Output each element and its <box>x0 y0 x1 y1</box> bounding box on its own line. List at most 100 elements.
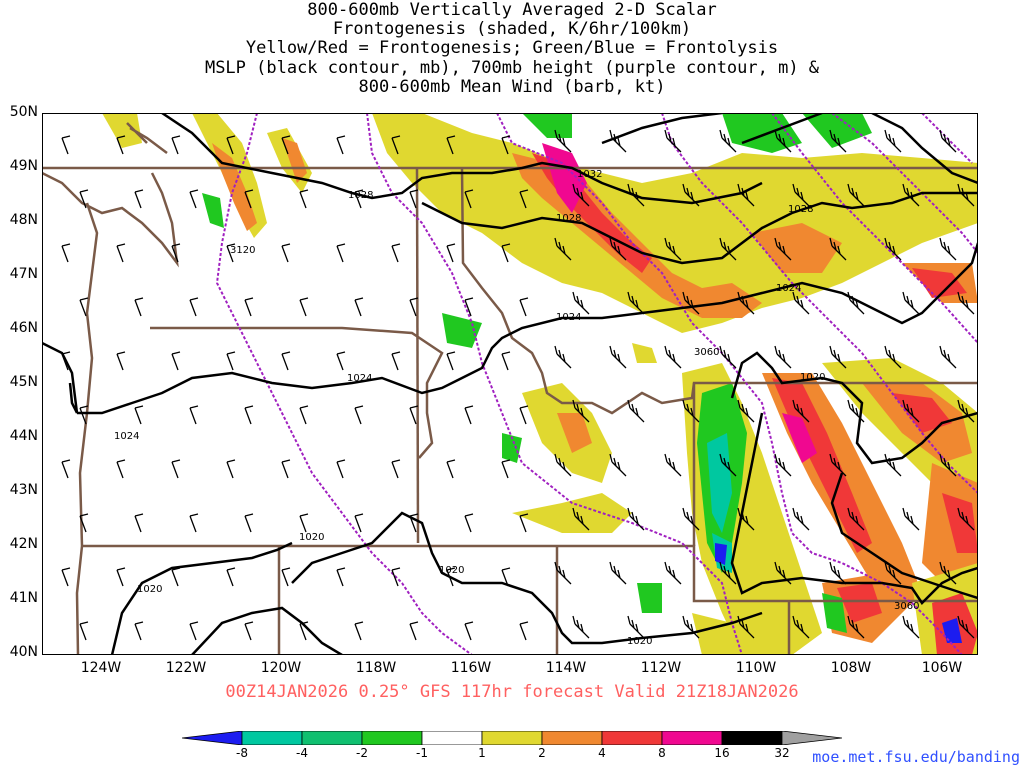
wind-barb <box>939 237 957 261</box>
wind-barb <box>244 405 254 425</box>
wind-barb <box>957 399 975 423</box>
wind-barb <box>464 513 474 533</box>
wind-barb <box>189 405 199 425</box>
wind-barb <box>391 243 401 263</box>
wind-barb <box>244 621 254 641</box>
lon-label: 108W <box>830 660 872 676</box>
wind-barb <box>792 615 810 639</box>
colorbar-swatch <box>241 731 303 745</box>
wind-barb <box>957 615 975 639</box>
wind-barb <box>554 561 572 585</box>
wind-barb <box>884 129 902 153</box>
wind-barb <box>774 345 792 369</box>
wind-barb <box>61 135 71 155</box>
wind-barb <box>79 405 89 425</box>
colorbar-label: -2 <box>356 746 368 760</box>
wind-barb <box>902 399 920 423</box>
wind-barb <box>884 237 902 261</box>
wind-barb <box>884 345 902 369</box>
wind-barb <box>554 129 572 153</box>
wind-barb <box>664 129 682 153</box>
wind-barb <box>244 189 254 209</box>
wind-barb <box>572 183 590 207</box>
wind-barb <box>627 183 645 207</box>
wind-barb <box>281 567 291 587</box>
wind-barb <box>627 615 645 639</box>
colorbar-label: -1 <box>416 746 428 760</box>
lat-label: 43N <box>9 482 38 498</box>
wind-barb <box>664 237 682 261</box>
lat-label: 44N <box>9 428 38 444</box>
wind-barb <box>829 129 847 153</box>
wind-barb <box>519 189 529 209</box>
wind-barb <box>79 621 89 641</box>
lat-label: 45N <box>9 374 38 390</box>
wind-barb <box>134 189 144 209</box>
wind-barb <box>719 345 737 369</box>
lat-label: 46N <box>9 320 38 336</box>
height-label: 3120 <box>230 245 255 256</box>
wind-barb <box>336 243 346 263</box>
wind-barb <box>792 399 810 423</box>
wind-barb <box>847 291 865 315</box>
lon-label: 114W <box>545 660 587 676</box>
wind-barb <box>847 399 865 423</box>
wind-barb <box>664 453 682 477</box>
wind-barb <box>226 351 236 371</box>
wind-barb <box>464 189 474 209</box>
wind-barb <box>116 351 126 371</box>
wind-barb <box>572 291 590 315</box>
mslp-label: 1024 <box>114 431 139 442</box>
wind-barb <box>902 507 920 531</box>
wind-barb <box>281 243 291 263</box>
source-url[interactable]: moe.met.fsu.edu/banding <box>812 748 1020 766</box>
wind-barb <box>226 459 236 479</box>
wind-barb <box>609 345 627 369</box>
wind-barb <box>171 243 181 263</box>
wind-barb <box>957 507 975 531</box>
wind-barb <box>354 189 364 209</box>
mslp-label: 1024 <box>347 373 372 384</box>
lon-label: 110W <box>735 660 777 676</box>
lon-label: 112W <box>640 660 682 676</box>
wind-barbs <box>61 129 975 641</box>
mslp-label: 1020 <box>627 636 652 647</box>
wind-barb <box>682 183 700 207</box>
wind-barb <box>719 237 737 261</box>
wind-barb <box>719 453 737 477</box>
mslp-label: 1032 <box>577 169 602 180</box>
wind-barb <box>774 453 792 477</box>
wind-barb <box>519 297 529 317</box>
wind-barb <box>847 183 865 207</box>
wind-barb <box>627 291 645 315</box>
wind-barb <box>464 405 474 425</box>
wind-barb <box>354 297 364 317</box>
frontogenesis-shading <box>102 113 978 655</box>
title-line-5: 800-600mb Mean Wind (barb, kt) <box>358 76 666 97</box>
colorbar <box>182 731 842 745</box>
wind-barb <box>902 183 920 207</box>
wind-barb <box>189 513 199 533</box>
title-line-4: MSLP (black contour, mb), 700mb height (… <box>204 57 820 78</box>
wind-barb <box>939 453 957 477</box>
wind-barb <box>299 621 309 641</box>
wind-barb <box>519 405 529 425</box>
wind-barb <box>189 189 199 209</box>
lat-label: 48N <box>9 212 38 228</box>
colorbar-swatch <box>781 731 842 745</box>
wind-barb <box>189 621 199 641</box>
wind-barb <box>774 561 792 585</box>
wind-barb <box>501 351 511 371</box>
colorbar-swatch <box>301 731 363 745</box>
wind-barb <box>446 351 456 371</box>
wind-barb <box>446 135 456 155</box>
wind-barb <box>501 459 511 479</box>
wind-barb <box>61 243 71 263</box>
wind-barb <box>171 459 181 479</box>
wind-barb <box>519 513 529 533</box>
lon-label: 120W <box>260 660 302 676</box>
wind-barb <box>79 189 89 209</box>
wind-barb <box>299 297 309 317</box>
wind-barb <box>391 351 401 371</box>
wind-barb <box>829 237 847 261</box>
